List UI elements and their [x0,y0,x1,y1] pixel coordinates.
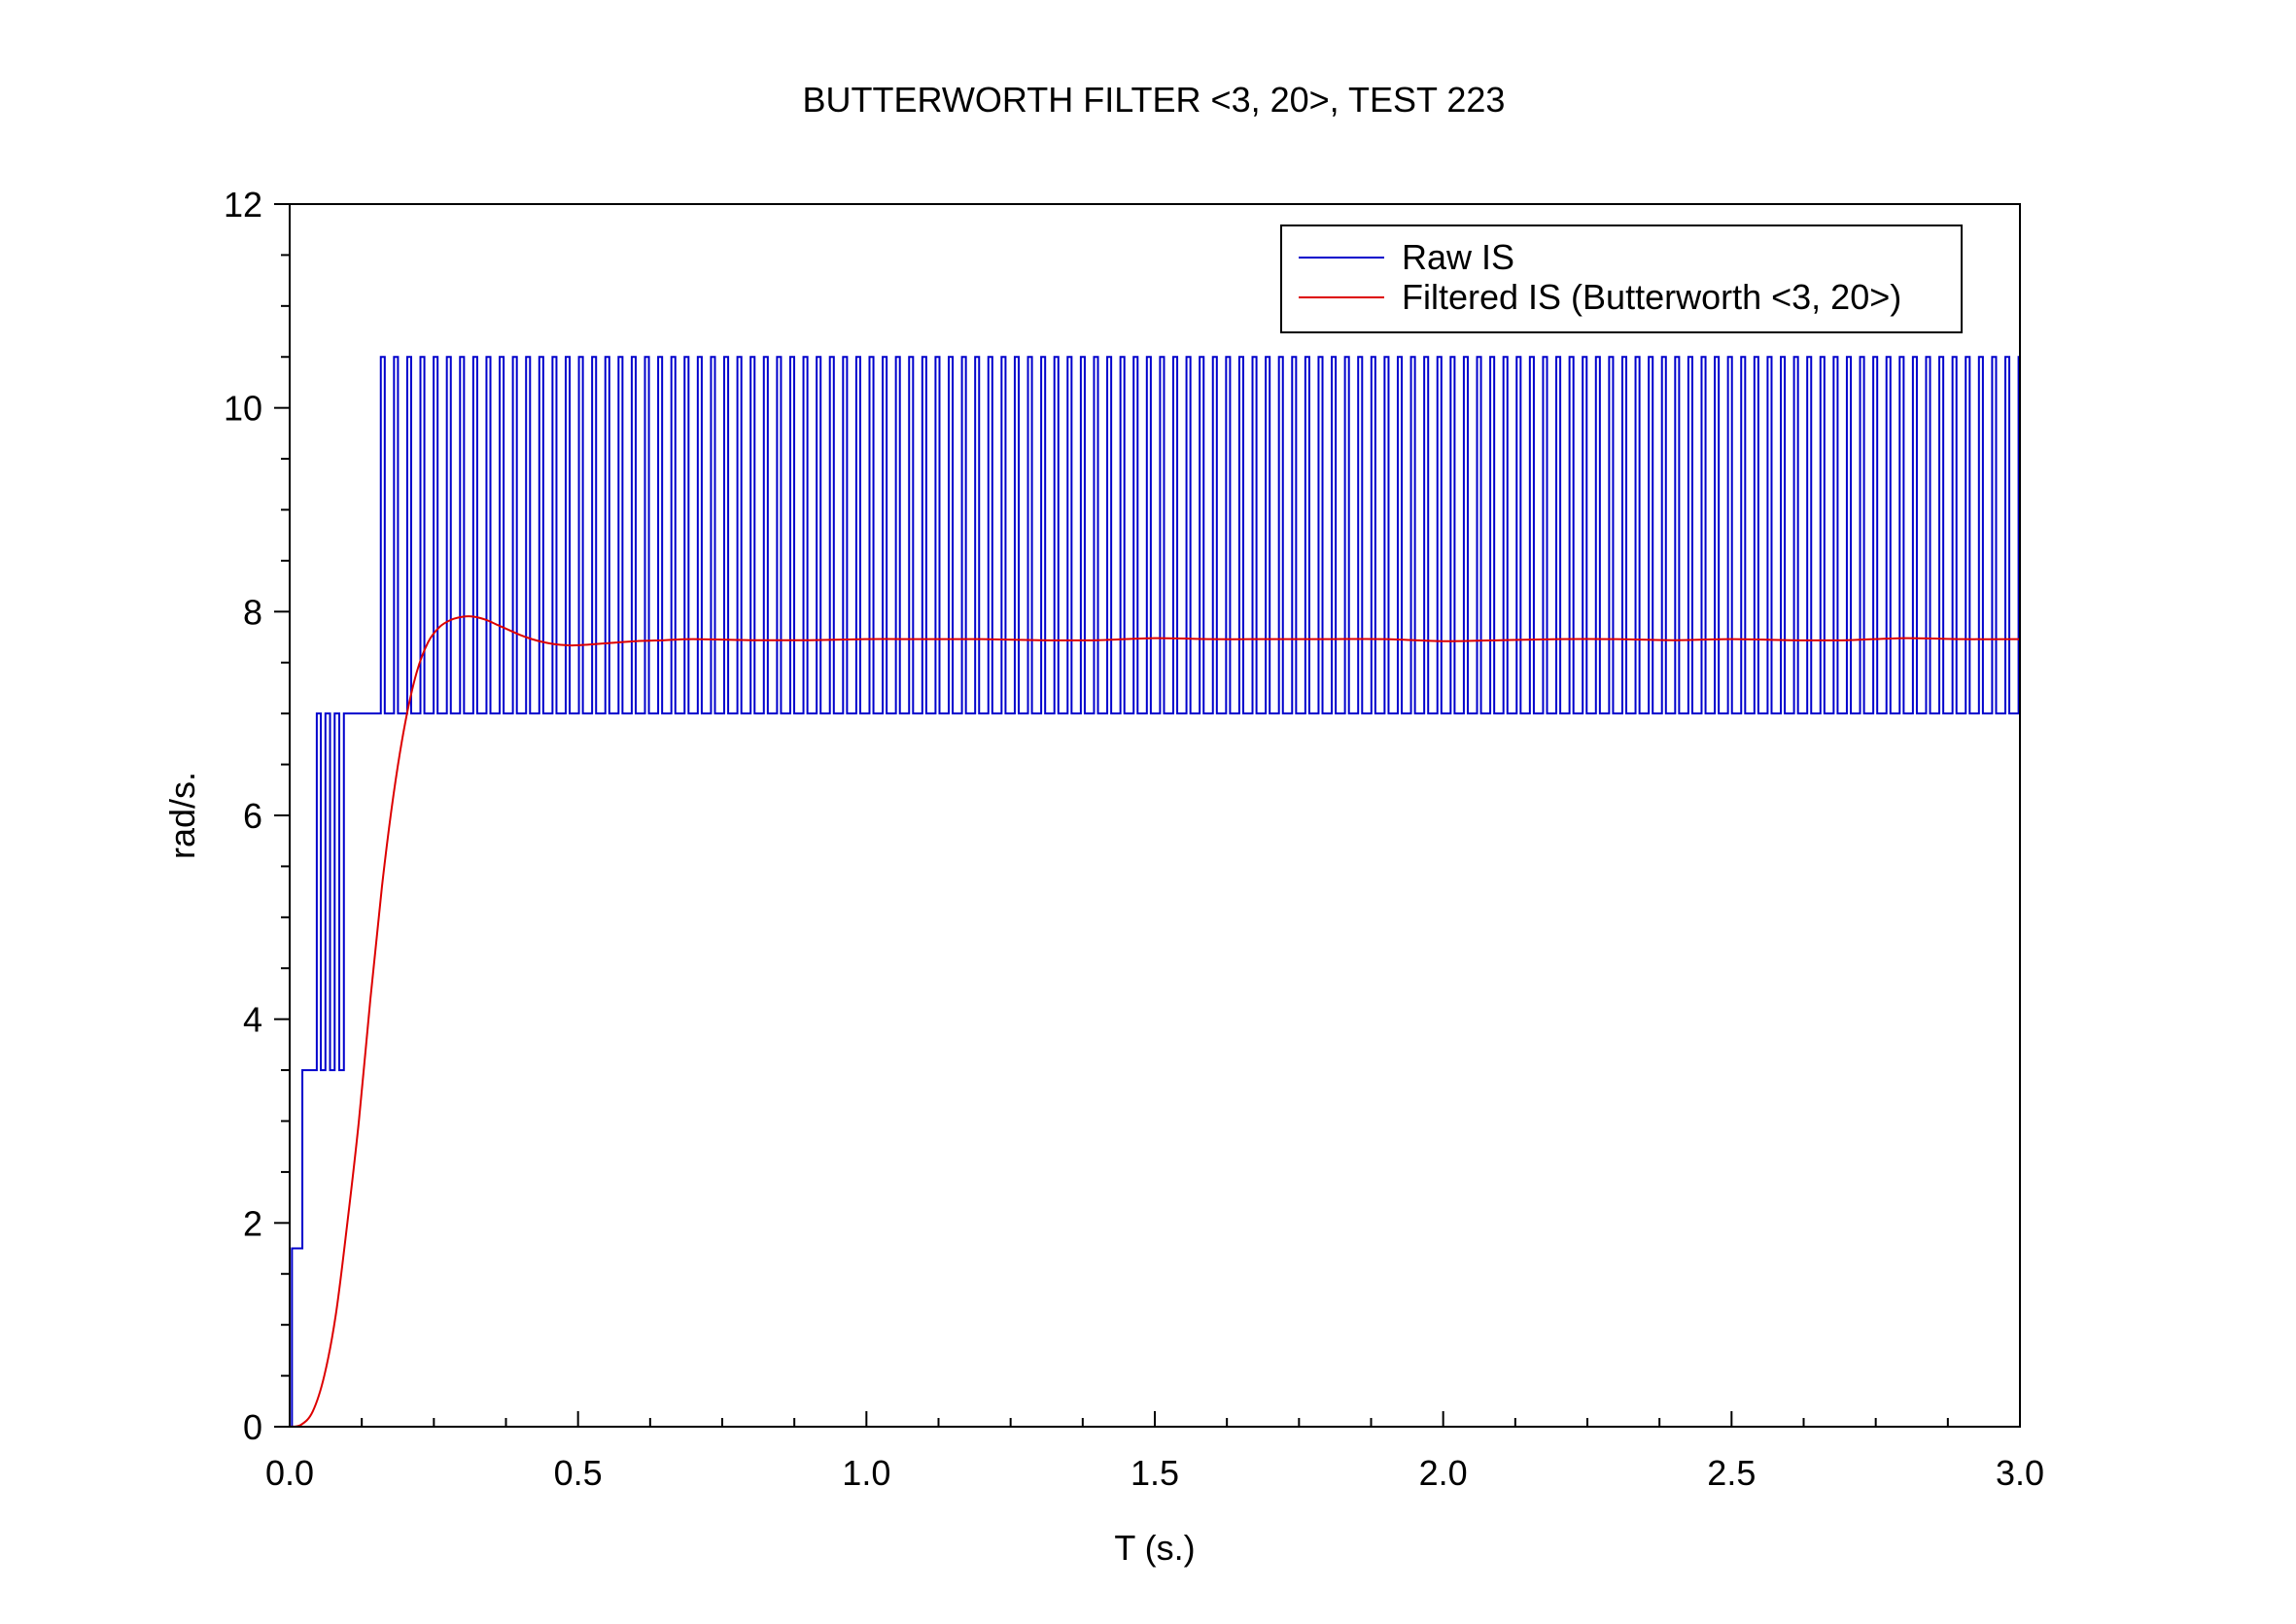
x-tick-label: 1.0 [842,1453,890,1493]
y-axis: 0 2 4 6 8 10 12 [224,185,290,1447]
legend-label-filtered-is: Filtered IS (Butterworth <3, 20>) [1402,277,1901,317]
y-tick-label: 4 [243,1000,262,1040]
legend-box [1280,225,1963,333]
series-line-filtered-is [290,615,2020,1427]
legend: Raw IS Filtered IS (Butterworth <3, 20>) [1280,225,1963,333]
y-tick-label: 6 [243,796,262,836]
y-tick-label: 0 [243,1407,262,1447]
series-layer [290,356,2020,1427]
x-tick-label: 1.5 [1131,1453,1179,1493]
x-axis-label: T (s.) [1114,1528,1195,1568]
series-line-raw-is [290,356,2020,1427]
y-tick-label: 2 [243,1203,262,1243]
x-tick-label: 0.5 [554,1453,603,1493]
chart-title: BUTTERWORTH FILTER <3, 20>, TEST 223 [803,80,1506,120]
legend-label-raw-is: Raw IS [1402,237,1514,277]
y-tick-label: 10 [224,389,262,429]
x-tick-label: 2.0 [1419,1453,1468,1493]
y-tick-label: 8 [243,592,262,632]
x-tick-label: 2.5 [1707,1453,1756,1493]
x-axis: 0.0 0.5 1.0 1.5 2.0 2.5 3.0 [265,1411,2044,1493]
y-tick-label: 12 [224,185,262,225]
y-axis-label: rad/s. [162,772,202,859]
x-tick-label: 0.0 [265,1453,314,1493]
x-tick-label: 3.0 [1996,1453,2044,1493]
